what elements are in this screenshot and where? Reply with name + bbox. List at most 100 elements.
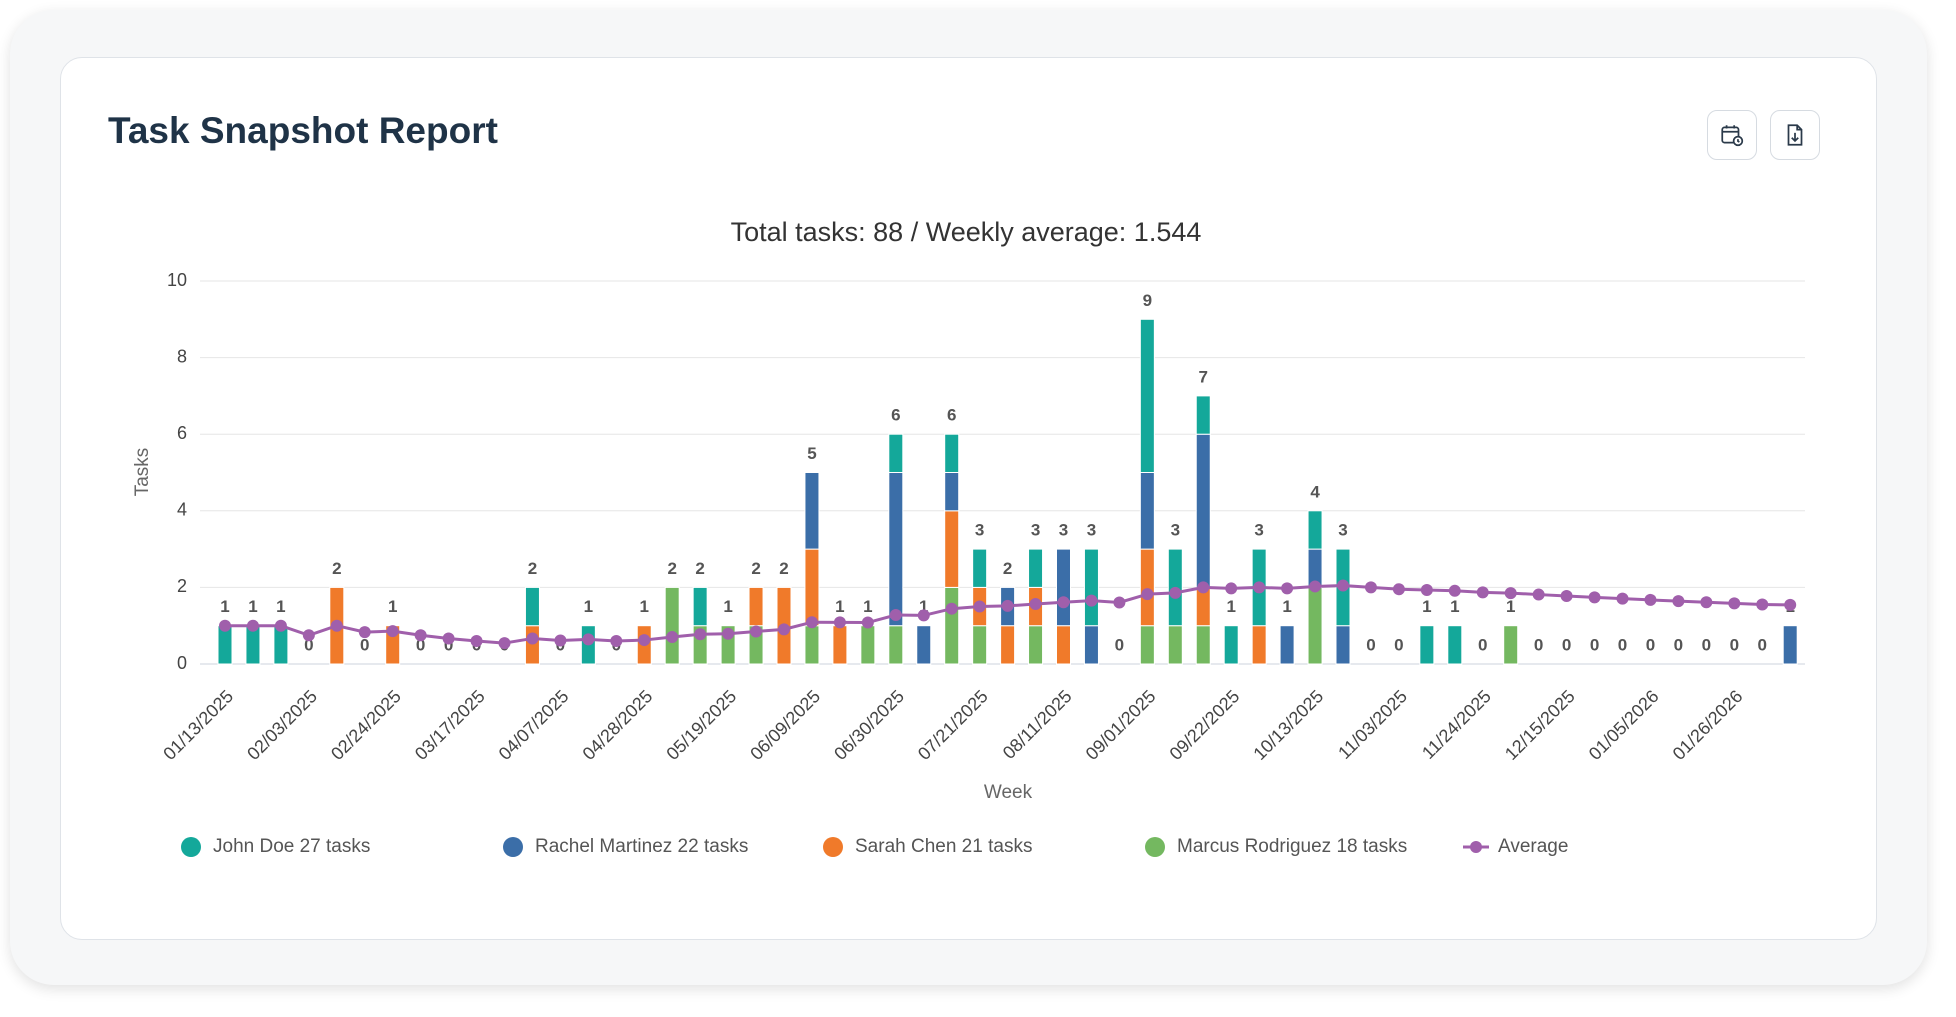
- total-label: 2: [695, 559, 704, 578]
- bar-segment: [1083, 548, 1099, 627]
- average-point: [1644, 593, 1657, 606]
- bar-segment: [1279, 625, 1295, 665]
- legend-item[interactable]: Sarah Chen 21 tasks: [823, 836, 1032, 857]
- average-point: [750, 625, 763, 638]
- average-point: [274, 619, 287, 632]
- bar-segment: [1195, 625, 1211, 665]
- legend-item[interactable]: Rachel Martinez 22 tasks: [503, 836, 748, 857]
- average-point: [246, 619, 259, 632]
- total-label: 1: [1506, 597, 1515, 616]
- average-point: [498, 637, 511, 650]
- x-tick-label: 01/13/2025: [159, 686, 237, 764]
- total-label: 1: [863, 597, 872, 616]
- average-point: [973, 600, 986, 613]
- x-tick-label: 11/24/2025: [1418, 686, 1495, 763]
- average-point: [1113, 596, 1126, 609]
- bar-segment: [804, 548, 820, 627]
- total-label: 1: [248, 597, 257, 616]
- legend-marker: [181, 837, 201, 857]
- bar-segment: [1139, 548, 1155, 627]
- total-label: 9: [1143, 291, 1152, 310]
- average-point: [1392, 583, 1405, 596]
- total-label: 3: [975, 521, 984, 540]
- y-tick-label: 6: [177, 423, 187, 443]
- legend-item[interactable]: John Doe 27 tasks: [181, 836, 370, 857]
- average-point: [1225, 582, 1238, 595]
- average-point: [889, 608, 902, 621]
- average-point: [778, 623, 790, 636]
- total-label: 3: [1059, 521, 1068, 540]
- bar-segment: [972, 625, 988, 665]
- total-label: 2: [779, 559, 788, 578]
- bar-segment: [888, 472, 904, 627]
- legend-item[interactable]: Average: [1463, 836, 1568, 857]
- x-tick-label: 02/24/2025: [327, 686, 405, 764]
- total-label: 1: [388, 597, 397, 616]
- average-point: [1337, 579, 1349, 592]
- average-point: [1560, 589, 1573, 602]
- average-point: [1448, 584, 1461, 597]
- bar-segment: [1782, 625, 1798, 665]
- total-label: 0: [1702, 635, 1711, 654]
- average-point: [1784, 598, 1797, 611]
- bar-segment: [1139, 318, 1155, 473]
- total-label: 1: [919, 597, 928, 616]
- bar-segment: [1139, 472, 1155, 550]
- x-tick-label: 06/09/2025: [746, 686, 824, 764]
- x-tick-label: 05/19/2025: [662, 686, 740, 764]
- x-tick-label: 03/17/2025: [411, 686, 489, 764]
- total-label: 0: [1758, 635, 1767, 654]
- legend-item[interactable]: Marcus Rodriguez 18 tasks: [1145, 836, 1407, 857]
- average-point: [1532, 588, 1545, 601]
- bar-segment: [1195, 433, 1211, 588]
- total-label: 0: [1562, 635, 1571, 654]
- bar-segment: [1335, 625, 1351, 665]
- bar-segment: [1447, 625, 1463, 665]
- total-label: 6: [947, 406, 956, 425]
- average-point: [302, 629, 315, 642]
- bar-segment: [888, 625, 904, 665]
- y-tick-label: 10: [167, 270, 187, 290]
- average-point: [1029, 597, 1042, 610]
- total-label: 1: [276, 597, 285, 616]
- y-tick-label: 4: [177, 500, 187, 520]
- bar-segment: [748, 586, 764, 627]
- x-tick-label: 06/30/2025: [830, 686, 908, 764]
- legend-marker: [1470, 841, 1482, 853]
- average-point: [638, 634, 651, 647]
- total-label: 5: [807, 444, 816, 463]
- average-point: [833, 616, 846, 629]
- bar-segment: [1056, 548, 1071, 627]
- bar-segment: [1223, 625, 1239, 665]
- schedule-button[interactable]: [1707, 110, 1757, 160]
- download-button[interactable]: [1770, 110, 1820, 160]
- average-point: [414, 629, 427, 642]
- average-point: [694, 628, 707, 641]
- total-label: 2: [1003, 559, 1012, 578]
- x-tick-label: 04/07/2025: [495, 686, 573, 764]
- y-tick-label: 2: [177, 576, 187, 596]
- average-point: [1281, 582, 1294, 595]
- total-label: 0: [1674, 635, 1683, 654]
- total-label: 0: [1590, 635, 1599, 654]
- bar-segment: [804, 625, 820, 665]
- average-point: [1672, 595, 1685, 608]
- total-label: 0: [360, 635, 369, 654]
- total-label: 2: [667, 559, 676, 578]
- average-point: [1728, 597, 1741, 610]
- legend-marker: [1145, 837, 1165, 857]
- x-tick-label: 12/15/2025: [1501, 686, 1579, 764]
- total-label: 0: [1646, 635, 1655, 654]
- x-tick-label: 02/03/2025: [243, 686, 321, 764]
- bar-segment: [1028, 548, 1044, 588]
- bar-segment: [944, 472, 960, 512]
- bar-segment: [664, 586, 680, 665]
- total-label: 1: [723, 597, 732, 616]
- total-label: 0: [444, 635, 453, 654]
- average-point: [666, 630, 679, 643]
- average-point: [722, 627, 735, 640]
- average-point: [358, 626, 371, 639]
- bar-segment: [832, 625, 848, 665]
